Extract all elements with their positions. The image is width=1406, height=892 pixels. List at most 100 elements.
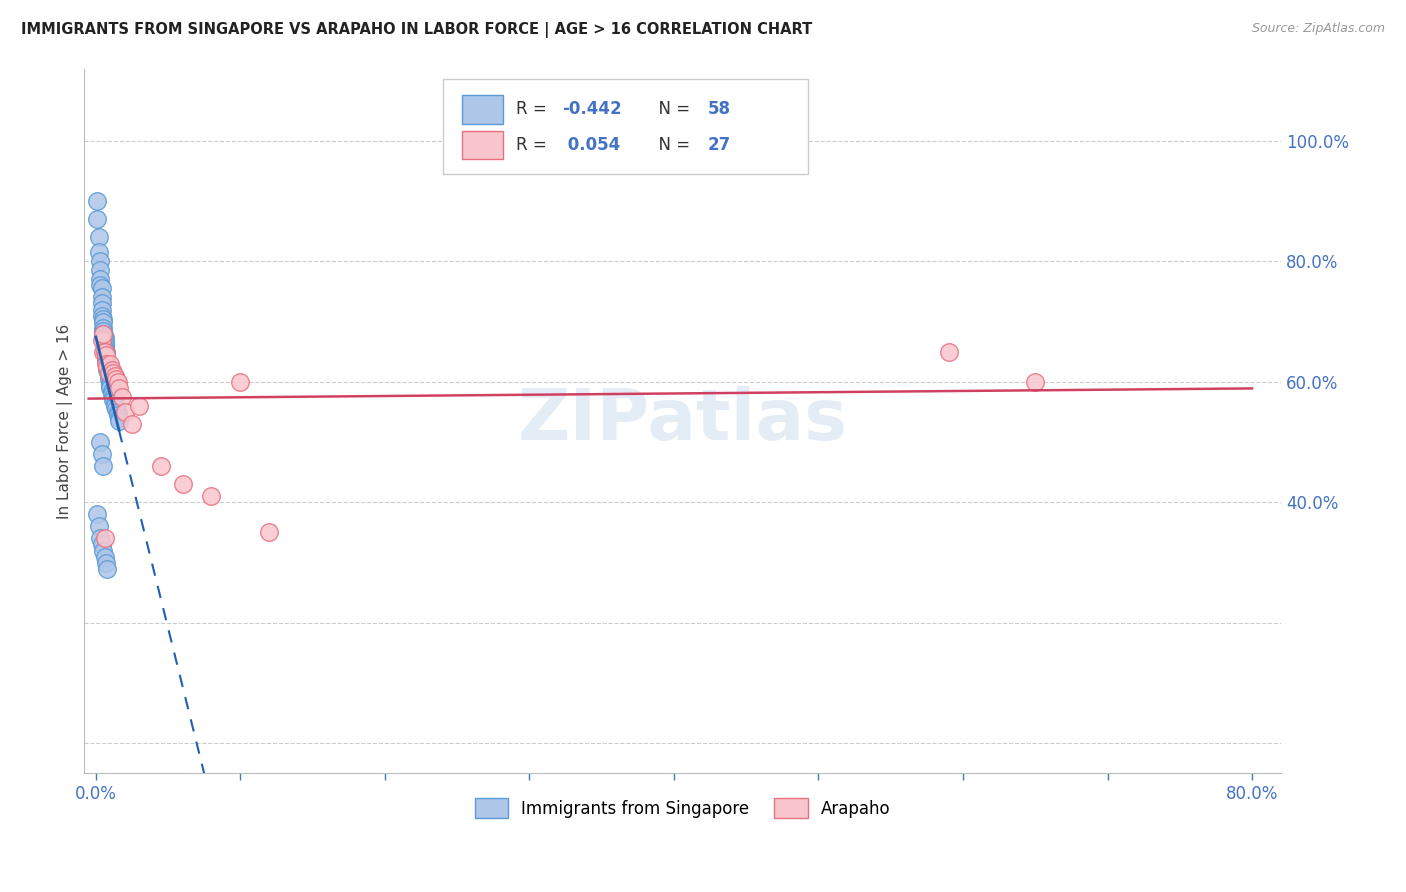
Point — [91, 459, 114, 474]
Point — [98, 381, 121, 395]
Point — [108, 381, 131, 395]
Point — [91, 320, 114, 334]
Point — [1024, 375, 1046, 389]
Point — [89, 272, 111, 286]
Point — [86, 508, 108, 522]
Point — [89, 435, 111, 450]
Point — [90, 309, 112, 323]
Point — [107, 408, 129, 422]
Point — [104, 399, 127, 413]
Text: N =: N = — [648, 101, 696, 119]
Point — [105, 372, 128, 386]
Point — [90, 281, 112, 295]
Point — [94, 556, 117, 570]
Point — [87, 245, 110, 260]
Point — [938, 344, 960, 359]
Point — [96, 561, 118, 575]
Point — [87, 230, 110, 244]
Point — [103, 392, 125, 407]
Text: 27: 27 — [707, 136, 731, 153]
Point — [91, 344, 114, 359]
Point — [89, 278, 111, 293]
Point — [93, 532, 115, 546]
Point — [103, 390, 125, 404]
Point — [93, 339, 115, 353]
Point — [93, 333, 115, 347]
Point — [93, 344, 115, 359]
Point — [108, 414, 131, 428]
Point — [105, 401, 128, 416]
Y-axis label: In Labor Force | Age > 16: In Labor Force | Age > 16 — [58, 324, 73, 518]
Point — [94, 348, 117, 362]
Text: 0.054: 0.054 — [562, 136, 620, 153]
Point — [93, 342, 115, 356]
Point — [91, 326, 114, 341]
Point — [104, 368, 127, 383]
Point — [100, 387, 122, 401]
Point — [89, 254, 111, 268]
Point — [96, 357, 118, 371]
Point — [97, 366, 120, 380]
Point — [259, 525, 281, 540]
Point — [90, 302, 112, 317]
Point — [90, 537, 112, 551]
Point — [87, 519, 110, 533]
Point — [89, 532, 111, 546]
Point — [200, 489, 222, 503]
Text: R =: R = — [516, 101, 553, 119]
FancyBboxPatch shape — [463, 130, 503, 159]
Point — [94, 351, 117, 365]
Point — [172, 477, 194, 491]
Point — [229, 375, 252, 389]
Text: N =: N = — [648, 136, 696, 153]
FancyBboxPatch shape — [443, 79, 808, 174]
Point — [96, 359, 118, 374]
Text: IMMIGRANTS FROM SINGAPORE VS ARAPAHO IN LABOR FORCE | AGE > 16 CORRELATION CHART: IMMIGRANTS FROM SINGAPORE VS ARAPAHO IN … — [21, 22, 813, 38]
Point — [98, 375, 121, 389]
Point — [97, 368, 120, 383]
Point — [98, 377, 121, 392]
Point — [90, 333, 112, 347]
Point — [94, 348, 117, 362]
Point — [93, 329, 115, 343]
Text: 58: 58 — [707, 101, 731, 119]
Point — [96, 359, 118, 374]
Point — [98, 357, 121, 371]
Point — [91, 326, 114, 341]
Point — [94, 353, 117, 368]
Point — [91, 314, 114, 328]
Point — [104, 396, 127, 410]
Point — [103, 366, 125, 380]
Point — [94, 344, 117, 359]
Point — [94, 357, 117, 371]
Point — [93, 549, 115, 564]
Text: -0.442: -0.442 — [562, 101, 621, 119]
Point — [107, 375, 129, 389]
Text: ZIPatlas: ZIPatlas — [517, 386, 848, 456]
Point — [107, 405, 129, 419]
Point — [97, 366, 120, 380]
Point — [121, 417, 143, 431]
Point — [91, 311, 114, 326]
Point — [96, 363, 118, 377]
Text: Source: ZipAtlas.com: Source: ZipAtlas.com — [1251, 22, 1385, 36]
Point — [114, 405, 136, 419]
Point — [93, 335, 115, 350]
Point — [149, 459, 172, 474]
Point — [111, 390, 134, 404]
Text: R =: R = — [516, 136, 553, 153]
Point — [89, 263, 111, 277]
Point — [128, 399, 150, 413]
FancyBboxPatch shape — [463, 95, 503, 123]
Point — [86, 212, 108, 227]
Point — [90, 447, 112, 461]
Point — [108, 411, 131, 425]
Point — [100, 363, 122, 377]
Legend: Immigrants from Singapore, Arapaho: Immigrants from Singapore, Arapaho — [468, 791, 897, 825]
Point — [91, 543, 114, 558]
Point — [91, 324, 114, 338]
Point — [90, 290, 112, 304]
Point — [86, 194, 108, 208]
Point — [97, 372, 120, 386]
Point — [100, 384, 122, 398]
